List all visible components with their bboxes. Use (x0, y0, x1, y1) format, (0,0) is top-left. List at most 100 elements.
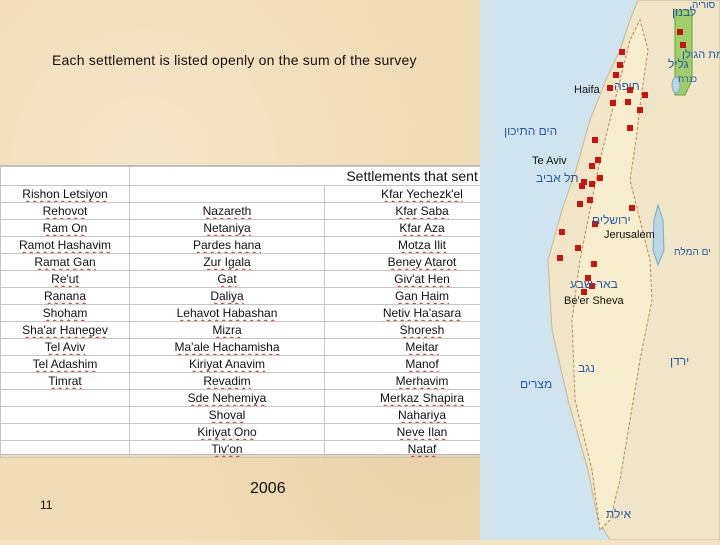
settlement-marker (629, 205, 635, 211)
table-cell: Zur Igala (129, 253, 325, 271)
settlement-marker (559, 229, 565, 235)
settlement-name: Sde Nehemiya (187, 391, 267, 405)
settlement-name: Meitar (405, 340, 439, 354)
settlement-name: Merhavim (395, 374, 449, 388)
settlement-name: Motza Ilit (397, 238, 446, 252)
golan-label: רמת הגולן (682, 48, 720, 61)
settlement-name: Lehavot Habashan (176, 306, 278, 320)
table-cell (0, 389, 130, 407)
settlement-marker (625, 99, 631, 105)
table-cell: Ranana (0, 287, 130, 305)
syria-label: סוריה (692, 0, 716, 11)
settlement-marker (610, 100, 616, 106)
table-row: Shoham Lehavot Habashan Netiv Ha'asara (0, 304, 520, 322)
settlement-name: Timrat (48, 374, 82, 388)
jerusalem-hebrew-label: ירושלים (592, 213, 631, 227)
settlement-marker (680, 42, 686, 48)
table-cell: Nahariya (324, 406, 520, 424)
settlement-name: Tel Aviv (44, 340, 86, 354)
table-cell: Pardes hana (129, 236, 325, 254)
haifa-label: Haifa (574, 84, 601, 96)
table-cell (0, 440, 130, 458)
settlements-grid: Settlements that sent data Rishon Letsiy… (0, 166, 520, 458)
year-label: 2006 (250, 480, 286, 497)
settlement-name: Pardes hana (192, 238, 262, 252)
settlement-marker (592, 137, 598, 143)
settlement-marker (595, 157, 601, 163)
settlement-name: Giv'at Hen (394, 272, 450, 286)
table-row: Ramot Hashavim Pardes hana Motza Ilit (0, 236, 520, 254)
table-cell: Tel Aviv (0, 338, 130, 356)
settlement-name: Gat (217, 272, 237, 286)
settlement-marker (642, 92, 648, 98)
table-row: Timrat Revadim Merhavim (0, 372, 520, 390)
settlement-name: Rehovot (42, 204, 88, 218)
settlement-name: Daliya (210, 289, 244, 303)
settlement-name: Re'ut (51, 272, 79, 286)
table-cell: Nataf (324, 440, 520, 458)
settlement-marker (557, 255, 563, 261)
table-row: Ram On Netaniya Kfar Aza (0, 219, 520, 237)
settlement-name: Merkaz Shapira (379, 391, 465, 405)
table-title: Settlements that sent data (129, 166, 520, 186)
settlement-name: Shoham (42, 306, 88, 320)
table-cell: Rehovot (0, 202, 130, 220)
table-cell: Nazareth (129, 202, 325, 220)
table-row: Shoval Nahariya (0, 406, 520, 424)
table-cell: Tiv'on (129, 440, 325, 458)
settlement-name: Shoval (208, 408, 246, 422)
slide-heading: Each settlement is listed openly on the … (52, 52, 417, 68)
settlement-marker (585, 275, 591, 281)
settlement-marker (607, 85, 613, 91)
settlement-marker (677, 29, 683, 35)
settlement-name: Tel Adashim (32, 357, 98, 371)
jerusalem-label: Jerusalem (604, 229, 655, 241)
settlement-name: Beney Atarot (387, 255, 457, 269)
settlement-marker (589, 163, 595, 169)
settlement-markers (557, 29, 686, 295)
settlement-name: Kfar Yechezk'el (381, 187, 463, 201)
settlement-name: Kfar Aza (399, 221, 445, 235)
settlement-marker (591, 261, 597, 267)
table-cell: Gat (129, 270, 325, 288)
table-cell (129, 185, 325, 203)
table-cell: Sde Nehemiya (129, 389, 325, 407)
settlement-marker (587, 197, 593, 203)
settlement-marker (589, 181, 595, 187)
settlement-name: Ramat Gan (34, 255, 96, 269)
kinneret-lake (671, 76, 681, 94)
settlement-name: Kfar Saba (395, 204, 449, 218)
table-row: Tel Aviv Ma'ale Hachamisha Meitar (0, 338, 520, 356)
settlement-marker (619, 49, 625, 55)
table-row: Ranana Daliya Gan Haim (0, 287, 520, 305)
settlement-marker (589, 283, 595, 289)
table-cell: Kiriyat Ono (129, 423, 325, 441)
table-cell: Mizra (129, 321, 325, 339)
settlements-table: Settlements that sent data Rishon Letsiy… (0, 165, 520, 458)
table-row: Tiv'on Nataf (0, 440, 520, 458)
settlement-marker (613, 72, 619, 78)
dead-sea-label: ים המלח (674, 246, 711, 258)
table-row: Kiriyat Ono Neve Ilan (0, 423, 520, 441)
settlement-marker (575, 245, 581, 251)
settlement-marker (597, 175, 603, 181)
table-title-row: Settlements that sent data (0, 166, 520, 186)
table-cell: Ma'ale Hachamisha (129, 338, 325, 356)
settlement-marker (627, 87, 633, 93)
table-cell: Ramat Gan (0, 253, 130, 271)
kinneret-label: כנרת (678, 74, 697, 84)
table-row: Sde Nehemiya Merkaz Shapira (0, 389, 520, 407)
haifa-hebrew-label: חיפה (614, 79, 640, 93)
eilat-label: אילת (606, 507, 632, 521)
settlement-name: Nahariya (397, 408, 447, 422)
table-row: Ramat Gan Zur Igala Beney Atarot (0, 253, 520, 271)
tel-aviv-label: Te Aviv (532, 155, 567, 167)
table-cell: Lehavot Habashan (129, 304, 325, 322)
settlement-name: Manof (405, 357, 439, 371)
page-number: 11 (40, 498, 53, 512)
table-cell: Rishon Letsiyon (0, 185, 130, 203)
lebanon-label: לבנון (672, 5, 696, 19)
table-cell: Timrat (0, 372, 130, 390)
beer-sheva-hebrew-label: באר-שבע (570, 277, 618, 291)
table-cell: Netaniya (129, 219, 325, 237)
